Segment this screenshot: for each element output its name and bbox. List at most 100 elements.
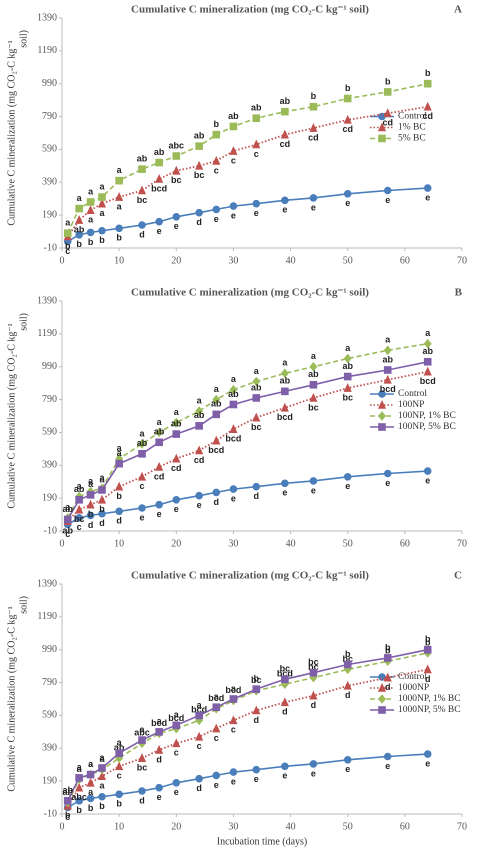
significance-letter: cd	[308, 132, 319, 142]
significance-letter: bc	[194, 170, 205, 180]
significance-letter: e	[157, 226, 162, 236]
x-tick-label: 30	[228, 821, 238, 832]
point	[86, 511, 95, 520]
point	[195, 711, 203, 720]
point	[343, 189, 352, 198]
point	[212, 155, 221, 165]
point	[155, 174, 164, 183]
significance-letter: ab	[194, 131, 205, 141]
legend-marker	[378, 390, 386, 398]
legend-marker	[378, 706, 386, 714]
point	[383, 374, 392, 384]
significance-letter: a	[197, 395, 203, 405]
point	[309, 194, 318, 202]
y-tick-label: 590	[42, 710, 57, 721]
significance-letter: abc	[169, 140, 185, 150]
series-line	[66, 652, 428, 803]
significance-letter: d	[345, 690, 351, 700]
significance-letter: a	[88, 787, 94, 797]
significance-letter: c	[117, 771, 122, 781]
significance-letter: ab	[114, 743, 125, 753]
point	[229, 485, 238, 493]
point	[423, 664, 432, 674]
point	[252, 139, 261, 149]
point	[423, 79, 432, 88]
significance-letter: d	[88, 520, 94, 530]
significance-letter: a	[385, 335, 391, 345]
point	[195, 731, 204, 741]
x-tick-label: 70	[457, 538, 467, 549]
legend-label: 1000NP	[398, 683, 429, 693]
significance-letter: d	[282, 707, 288, 717]
point	[229, 400, 238, 409]
significance-letter: b	[311, 91, 317, 101]
series-line	[66, 105, 428, 238]
significance-letter: e	[385, 761, 390, 771]
point	[195, 142, 203, 150]
point	[383, 345, 392, 356]
y-tick-label: -10	[44, 242, 57, 253]
point	[155, 217, 163, 226]
y-tick-label: 590	[42, 144, 57, 155]
y-tick-label: 1390	[37, 12, 57, 23]
significance-letter: bc	[74, 514, 85, 524]
y-axis-label: Cumulative C mineralization (mg CO₂-C kg…	[6, 40, 17, 225]
chart-title: Cumulative C mineralization (mg CO₂-C kg…	[131, 287, 369, 299]
point	[423, 184, 432, 192]
series-line	[67, 342, 428, 519]
point	[115, 459, 123, 468]
significance-letter: b	[116, 233, 122, 243]
significance-letter: bcd	[208, 693, 224, 703]
significance-letter: b	[65, 810, 71, 820]
significance-letter: e	[282, 488, 287, 498]
significance-letter: bcd	[225, 685, 241, 695]
point	[63, 797, 72, 805]
significance-letter: b	[116, 799, 122, 809]
significance-letter: ab	[154, 427, 165, 437]
point	[172, 212, 181, 221]
significance-letter: e	[311, 768, 316, 778]
point	[280, 129, 289, 139]
point	[281, 762, 289, 771]
significance-letter: a	[99, 473, 105, 483]
significance-letter: b	[385, 646, 391, 656]
point	[97, 494, 107, 504]
significance-letter: a	[139, 724, 145, 734]
significance-letter: ab	[382, 354, 393, 364]
significance-letter: b	[99, 504, 105, 514]
legend-label: Control	[398, 389, 427, 399]
significance-letter: a	[77, 764, 83, 774]
point	[115, 749, 123, 758]
significance-letter: e	[345, 481, 350, 491]
panel-label: B	[455, 287, 463, 299]
point	[281, 675, 289, 684]
point	[138, 165, 146, 173]
point	[137, 753, 147, 762]
point	[138, 787, 146, 795]
significance-letter: e	[174, 504, 179, 514]
significance-letter: e	[197, 500, 202, 510]
point	[195, 406, 204, 416]
significance-letter: b	[76, 805, 82, 815]
significance-letter: bcd	[277, 669, 293, 679]
significance-letter: c	[174, 748, 179, 758]
panel-label: C	[454, 570, 462, 582]
significance-letter: c	[231, 155, 236, 165]
significance-letter: bc	[171, 175, 182, 185]
legend-marker	[378, 673, 386, 681]
significance-letter: d	[196, 783, 202, 793]
point	[212, 771, 221, 780]
significance-letter: cd	[280, 139, 291, 149]
legend-label: 100NP, 1% BC	[398, 411, 456, 421]
significance-letter: a	[117, 448, 123, 458]
panel-label: A	[454, 4, 462, 16]
significance-letter: ab	[62, 785, 73, 795]
point	[343, 680, 352, 690]
point	[383, 186, 392, 195]
point	[137, 185, 147, 195]
point	[98, 509, 106, 518]
point	[343, 353, 352, 364]
significance-letter: ab	[154, 147, 165, 157]
point	[383, 752, 392, 761]
point	[195, 491, 203, 500]
